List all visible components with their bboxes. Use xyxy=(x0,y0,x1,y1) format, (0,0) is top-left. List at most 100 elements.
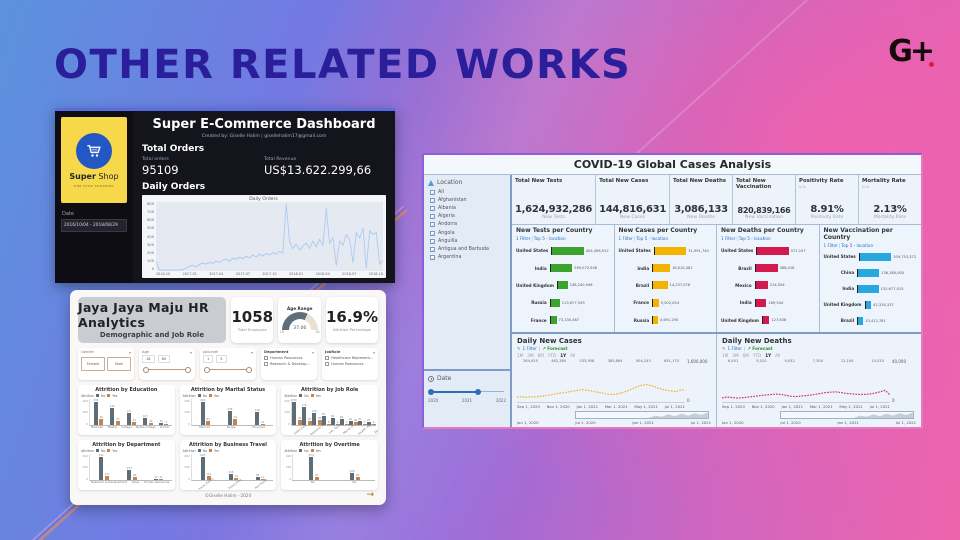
chevron-down-icon[interactable]: ▾ xyxy=(311,349,314,355)
checkbox-icon[interactable]: ✓ xyxy=(430,222,435,229)
jobrole-option[interactable]: Healthcare Represent... xyxy=(325,355,375,360)
filter-joblevel[interactable]: JobLevel ▾ 1 5 xyxy=(200,347,256,380)
location-checkbox-row[interactable]: ✓ Anguilla xyxy=(428,237,506,245)
filter-age[interactable]: Age ▾ 18 60 xyxy=(139,347,195,380)
category-label: Manuf. Dir. xyxy=(341,422,357,435)
checkbox-icon[interactable] xyxy=(264,361,268,366)
range-button-ytd[interactable]: YTD xyxy=(752,353,762,358)
date-range-slider[interactable] xyxy=(428,388,506,396)
bar-rows: United States 31,991,740 India 16,610,481 Br… xyxy=(619,242,713,329)
bar xyxy=(200,401,205,425)
pencil-icon[interactable]: ✎ xyxy=(517,346,521,351)
checkbox-icon[interactable]: ✓ xyxy=(430,189,435,196)
chevron-down-icon[interactable]: ▾ xyxy=(250,349,253,355)
bar-value: 404,496,912 xyxy=(585,248,609,253)
checkbox-icon[interactable]: ✓ xyxy=(430,246,435,253)
filter-jobrole[interactable]: JobRole ▾ Healthcare Represent... Human … xyxy=(322,347,378,380)
next-page-arrow-icon[interactable]: → xyxy=(366,490,374,501)
slider-handle[interactable] xyxy=(474,388,481,395)
range-button-1y[interactable]: 1Y xyxy=(765,353,772,358)
gender-option-female[interactable]: Female xyxy=(81,356,105,371)
filter-link[interactable]: 1 Filter xyxy=(522,346,537,351)
filter-link[interactable]: 1 Filter xyxy=(823,242,838,248)
checkbox-icon[interactable] xyxy=(325,355,329,360)
range-button-6m[interactable]: 6M xyxy=(742,353,749,358)
filter-link[interactable]: 1 Filter xyxy=(516,235,531,241)
location-checkbox-row[interactable]: ✓ Albania xyxy=(428,204,506,212)
range-button-6m[interactable]: 6M xyxy=(537,353,544,358)
location-checkbox-row[interactable]: ✓ Antigua and Barbuda xyxy=(428,245,506,253)
x-axis-ticks: 2016-10 2017-01 2017-04 2017-07 2017-10 2018-… xyxy=(144,272,383,276)
gear-icon[interactable] xyxy=(428,375,434,382)
location-checkbox-row[interactable]: ✓ Andorra xyxy=(428,221,506,229)
chevron-down-icon[interactable]: ▾ xyxy=(372,349,375,355)
range-button-3m[interactable]: 3M xyxy=(732,353,739,358)
pencil-icon[interactable]: ✎ xyxy=(722,346,726,351)
filter-link[interactable]: 1 Filter xyxy=(618,235,633,241)
jobrole-option[interactable]: Human Resources xyxy=(325,361,375,366)
bar-wrap: 30 xyxy=(159,420,164,425)
hr-x-axis: Sales Exec. Research Sci. Lab. Tech. Manuf.… xyxy=(284,421,378,435)
time-scrubber[interactable]: Jan 1, 2020 Jul 1, 2020 Jan 1, 2021 Jul 1, … xyxy=(517,411,711,425)
joblevel-min[interactable]: 1 xyxy=(203,354,214,363)
range-button-1y[interactable]: 1Y xyxy=(560,353,567,358)
filter-link[interactable]: 1 Filter xyxy=(721,235,736,241)
top5-link[interactable]: Top 5 - location xyxy=(738,235,771,241)
checkbox-icon[interactable]: ✓ xyxy=(430,197,435,204)
age-max[interactable]: 60 xyxy=(157,354,171,363)
slider-handle[interactable] xyxy=(204,366,210,373)
location-checkbox-row[interactable]: ✓ Algeria xyxy=(428,213,506,221)
range-button-3m[interactable]: 3M xyxy=(527,353,534,358)
location-checkbox-row[interactable]: ✓ Argentina xyxy=(428,254,506,262)
checkbox-icon[interactable]: ✓ xyxy=(430,205,435,212)
chevron-down-icon[interactable]: ▾ xyxy=(128,349,131,355)
range-button-1m[interactable]: 1M xyxy=(722,353,729,358)
joblevel-slider[interactable] xyxy=(203,366,253,373)
time-scrubber[interactable]: Jan 1, 2020 Jul 1, 2020 Jan 1, 2021 Jul 1, … xyxy=(722,411,916,425)
slider-handle[interactable] xyxy=(185,366,191,373)
range-button-1m[interactable]: 1M xyxy=(517,353,524,358)
slider-handle[interactable] xyxy=(143,366,149,373)
y-tick: 700 xyxy=(147,210,154,215)
date-range-input[interactable]: 2016/10/04 - 2018/08/29 xyxy=(61,219,127,232)
range-button-all[interactable]: All xyxy=(570,353,576,358)
checkbox-icon[interactable]: ✓ xyxy=(430,255,435,262)
hr-plot: 594 107 253 86 22 11 xyxy=(89,453,172,482)
slider-handle[interactable] xyxy=(246,366,252,373)
checkbox-icon[interactable]: ✓ xyxy=(430,230,435,237)
scrubber-window[interactable] xyxy=(780,411,914,419)
filter-department[interactable]: Department ▾ Human Resources Research & … xyxy=(261,347,317,380)
scrub-tick: Jan 1, 2020 xyxy=(517,420,539,425)
joblevel-max[interactable]: 5 xyxy=(216,354,227,363)
range-button-all[interactable]: All xyxy=(775,353,781,358)
bar xyxy=(355,476,360,481)
forecast-link[interactable]: ↗ Forecast xyxy=(747,346,773,351)
age-slider[interactable] xyxy=(142,366,192,373)
checkbox-icon[interactable] xyxy=(325,361,329,366)
location-checkbox-row[interactable]: ✓ Angola xyxy=(428,229,506,237)
chevron-down-icon[interactable]: ▾ xyxy=(189,349,192,355)
top5-link[interactable]: Top 5 - location xyxy=(533,235,566,241)
location-checkbox-row[interactable]: ✓ All xyxy=(428,188,506,196)
filter-link[interactable]: 1 Filter xyxy=(727,346,742,351)
scrubber-window[interactable] xyxy=(575,411,709,419)
range-button-ytd[interactable]: YTD xyxy=(547,353,557,358)
top5-link[interactable]: Top 5 - location xyxy=(841,242,874,248)
gender-option-male[interactable]: Male xyxy=(107,356,131,371)
department-option[interactable]: Research & Develop... xyxy=(264,361,314,366)
age-min[interactable]: 18 xyxy=(142,354,155,363)
category-label: Doctor xyxy=(160,424,170,429)
bar xyxy=(297,420,302,425)
top5-link[interactable]: Top 5 - location xyxy=(636,235,669,241)
checkbox-icon[interactable]: ✓ xyxy=(430,214,435,221)
bar xyxy=(99,456,104,481)
bar-value: 14,237,078 xyxy=(669,283,691,288)
slider-handle[interactable] xyxy=(428,388,434,395)
separator: | xyxy=(538,346,541,351)
checkbox-icon[interactable]: ✓ xyxy=(430,238,435,245)
forecast-link[interactable]: ↗ Forecast xyxy=(542,346,568,351)
checkbox-icon[interactable] xyxy=(264,355,268,360)
filter-gender[interactable]: Gender ▾ Female Male xyxy=(78,347,134,380)
department-option[interactable]: Human Resources xyxy=(264,355,314,360)
location-checkbox-row[interactable]: ✓ Afghanistan xyxy=(428,196,506,204)
